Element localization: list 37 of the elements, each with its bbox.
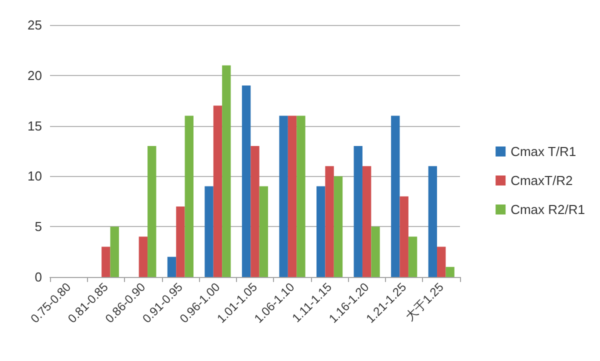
bar <box>288 116 297 277</box>
bar <box>446 266 454 277</box>
bar <box>316 186 326 277</box>
y-tick-label: 0 <box>34 270 42 284</box>
legend-label: CmaxT/R2 <box>510 173 573 188</box>
bar <box>204 186 214 277</box>
bar <box>391 116 400 277</box>
bar <box>148 146 156 277</box>
bar <box>334 176 343 277</box>
bar <box>110 226 119 277</box>
bar <box>213 106 222 277</box>
y-tick-label: 10 <box>28 168 42 184</box>
bar <box>400 196 408 277</box>
y-tick-label: 25 <box>28 18 42 32</box>
bar <box>176 206 185 277</box>
bar <box>279 116 288 277</box>
bar <box>408 236 418 277</box>
bar <box>222 65 231 277</box>
bar <box>325 166 334 277</box>
bar <box>296 116 306 277</box>
bar <box>428 166 438 277</box>
bar <box>259 186 268 277</box>
bar <box>102 246 110 277</box>
bar <box>242 85 251 277</box>
bar <box>167 256 176 277</box>
legend-label: Cmax R2/R1 <box>510 202 586 217</box>
bar <box>250 146 260 277</box>
bar <box>362 166 372 277</box>
bar <box>371 226 380 277</box>
bar <box>138 236 148 277</box>
bar <box>354 146 362 277</box>
bar <box>437 246 446 277</box>
legend-label: Cmax T/R1 <box>510 144 576 159</box>
y-tick-label: 5 <box>34 219 42 234</box>
bar <box>184 116 194 277</box>
y-tick-label: 20 <box>28 68 42 83</box>
y-tick-label: 15 <box>28 118 42 134</box>
